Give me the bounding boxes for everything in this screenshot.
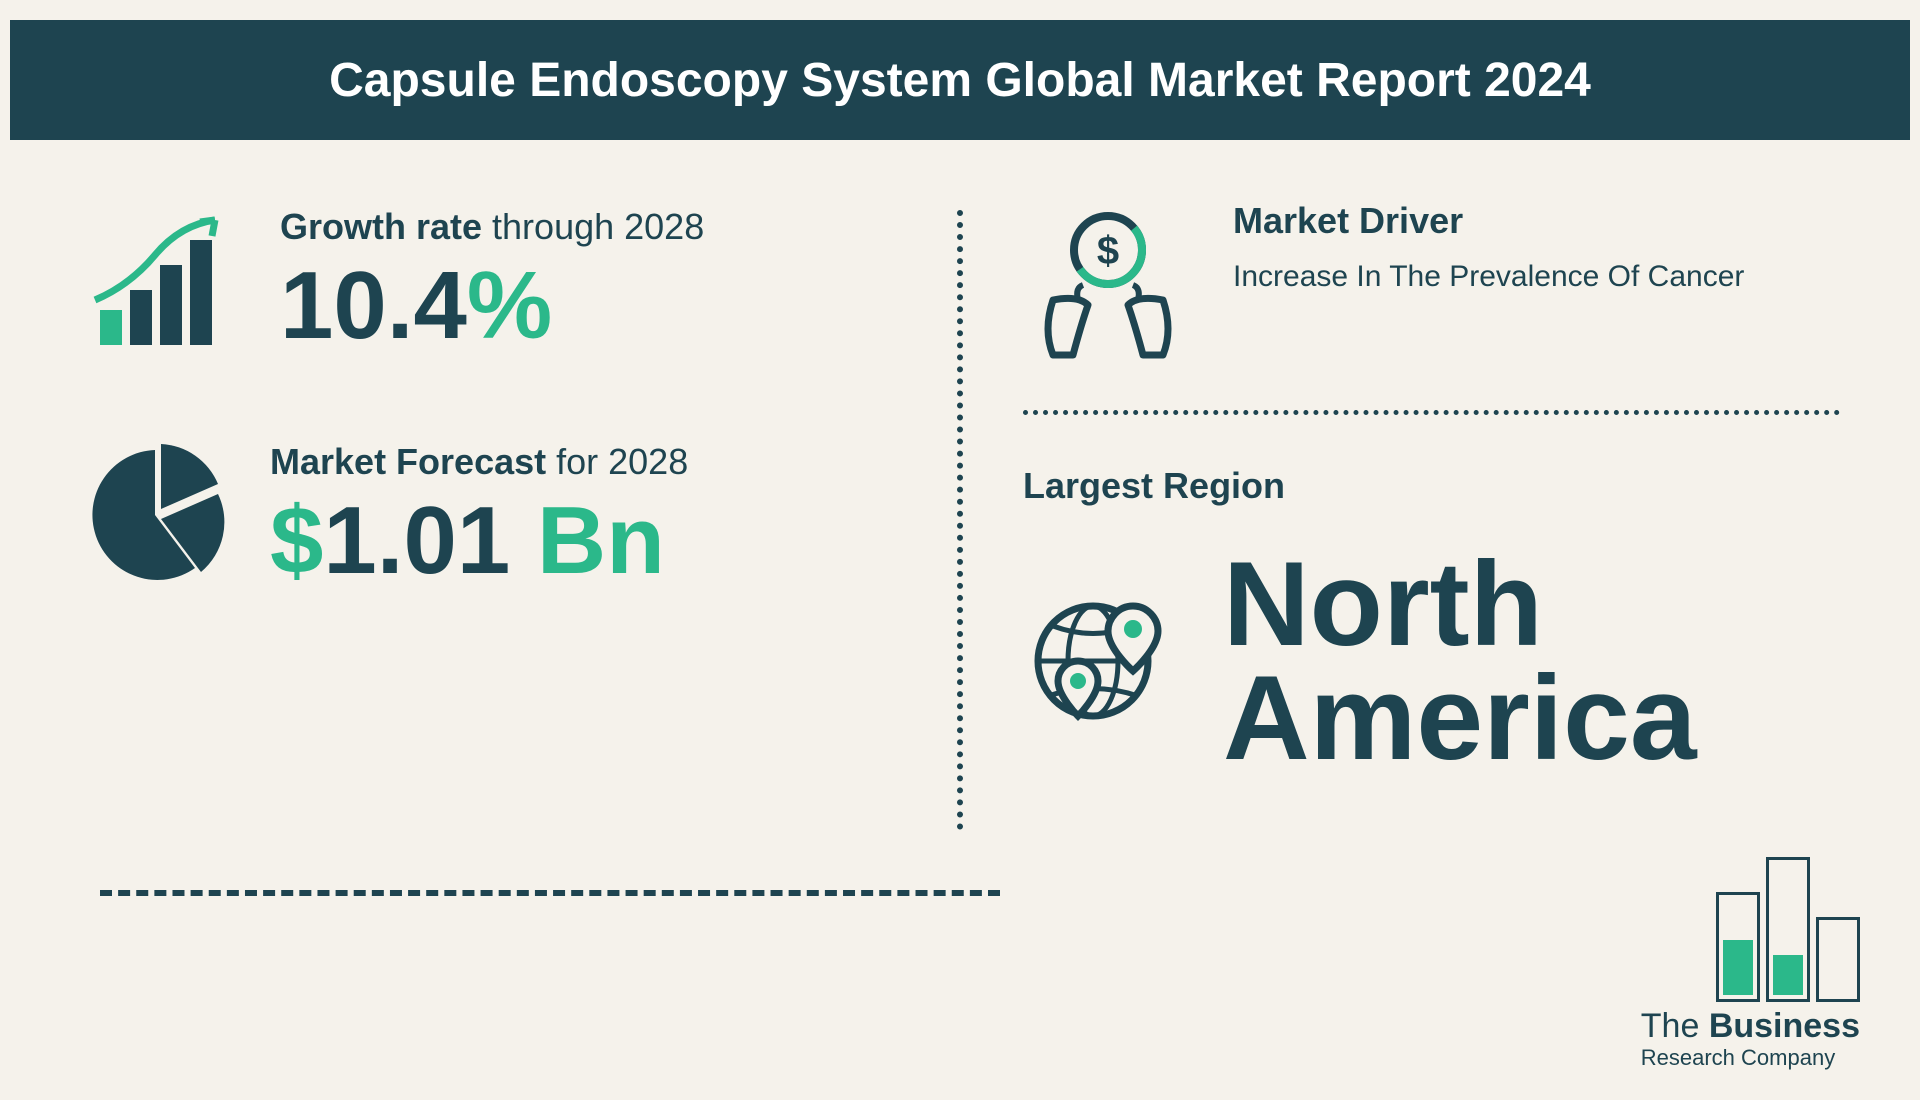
driver-label: Market Driver — [1233, 200, 1840, 242]
right-column: $ Market Driver Increase In The Prevalen… — [963, 200, 1840, 830]
forecast-value: $1.01 Bn — [270, 493, 688, 589]
region-value: North America — [1223, 547, 1840, 775]
dotted-separator — [1023, 410, 1840, 415]
driver-block: $ Market Driver Increase In The Prevalen… — [1023, 200, 1840, 370]
growth-icon — [80, 200, 240, 360]
forecast-text: Market Forecast for 2028 $1.01 Bn — [270, 441, 688, 589]
forecast-label: Market Forecast for 2028 — [270, 441, 688, 483]
pie-icon — [80, 440, 230, 590]
driver-description: Increase In The Prevalence Of Cancer — [1233, 260, 1840, 294]
growth-label: Growth rate through 2028 — [280, 206, 704, 248]
bottom-dashed-line — [100, 890, 1000, 896]
logo-buildings-icon — [1641, 857, 1860, 1002]
forecast-metric: Market Forecast for 2028 $1.01 Bn — [80, 440, 897, 590]
growth-metric: Growth rate through 2028 10.4% — [80, 200, 897, 360]
region-value-block: North America — [1223, 527, 1840, 775]
svg-text:$: $ — [1097, 229, 1119, 273]
left-column: Growth rate through 2028 10.4% Market Fo… — [80, 200, 957, 830]
content-area: Growth rate through 2028 10.4% Market Fo… — [0, 140, 1920, 830]
title-bar: Capsule Endoscopy System Global Market R… — [10, 20, 1910, 140]
region-label: Largest Region — [1023, 465, 1840, 507]
globe-pin-icon — [1023, 571, 1183, 731]
report-title: Capsule Endoscopy System Global Market R… — [329, 53, 1591, 108]
company-logo: The Business Research Company — [1641, 857, 1860, 1070]
logo-text: The Business Research Company — [1641, 1008, 1860, 1070]
driver-text-block: Market Driver Increase In The Prevalence… — [1233, 200, 1840, 294]
growth-value: 10.4% — [280, 258, 704, 354]
region-block: Largest Region — [1023, 465, 1840, 775]
hands-dollar-icon: $ — [1023, 200, 1193, 370]
growth-text: Growth rate through 2028 10.4% — [280, 206, 704, 354]
